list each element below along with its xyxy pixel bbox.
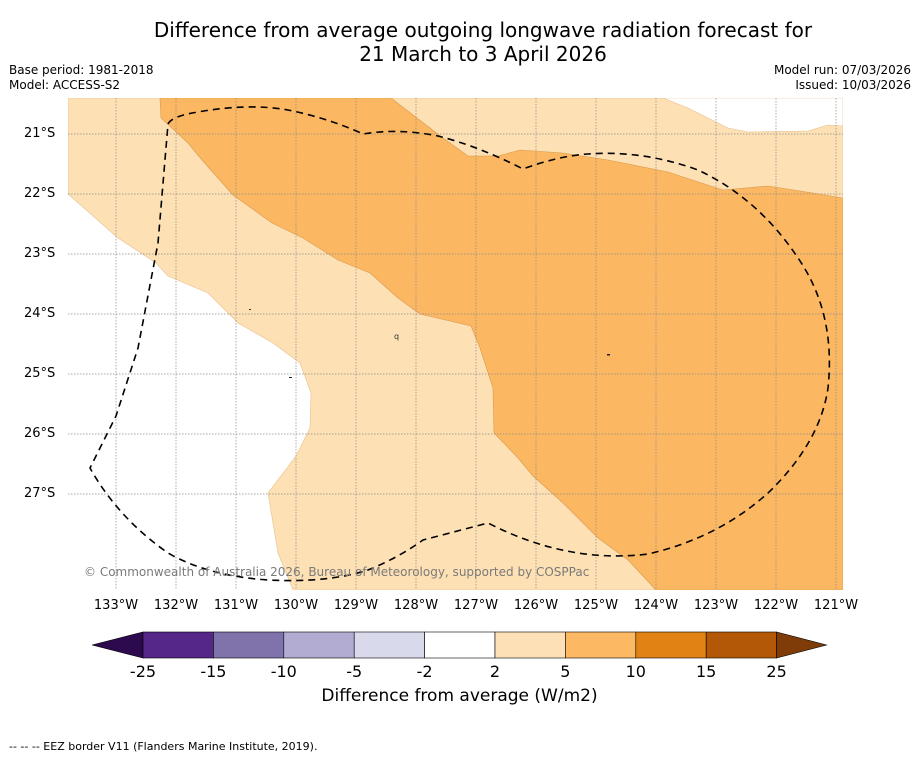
grid-lines xyxy=(68,98,843,590)
colorbar-extend-low xyxy=(91,631,144,659)
colorbar-segment xyxy=(424,631,496,659)
base-period: Base period: 1981-2018 xyxy=(9,63,154,77)
eez-border xyxy=(89,106,831,582)
colorbar-segment xyxy=(213,631,285,659)
map-title: Difference from average outgoing longwav… xyxy=(0,18,919,66)
lon-label: 131°W xyxy=(213,598,259,613)
colorbar-extend-high xyxy=(776,631,828,659)
eez-legend: -- -- -- EEZ border V11 (Flanders Marine… xyxy=(9,740,318,753)
island-marker xyxy=(607,354,610,356)
model-name: Model: ACCESS-S2 xyxy=(9,78,121,92)
lon-label: 133°W xyxy=(93,598,139,613)
map-svg: q xyxy=(68,98,843,590)
meta-right: Model run: 07/03/2026 Issued: 10/03/2026 xyxy=(774,63,911,93)
colorbar-segment xyxy=(142,631,214,659)
colorbar-tick-label: -25 xyxy=(129,662,157,681)
island-marker xyxy=(289,377,292,378)
island-marker: q xyxy=(394,332,399,341)
colorbar-tick-label: -15 xyxy=(200,662,227,681)
title-line-1: Difference from average outgoing longwav… xyxy=(153,18,813,42)
lon-label: 128°W xyxy=(393,598,439,613)
meta-left: Base period: 1981-2018 Model: ACCESS-S2 xyxy=(9,63,154,93)
colorbar-segment xyxy=(494,631,566,659)
colorbar-title: Difference from average (W/m2) xyxy=(321,686,598,706)
lon-label: 126°W xyxy=(513,598,559,613)
colorbar-tick-label: 15 xyxy=(696,662,717,681)
lat-label: 27°S xyxy=(24,486,56,501)
colorbar-segment xyxy=(565,631,637,659)
lon-label: 121°W xyxy=(813,598,859,613)
model-run: Model run: 07/03/2026 xyxy=(773,63,911,77)
lon-label: 129°W xyxy=(333,598,379,613)
colorbar xyxy=(90,631,830,665)
lat-label: 23°S xyxy=(24,246,56,261)
lat-label: 22°S xyxy=(24,186,56,201)
lon-label: 125°W xyxy=(573,598,619,613)
lon-label: 132°W xyxy=(153,598,199,613)
colorbar-tick-label: 10 xyxy=(625,662,646,681)
colorbar-segment xyxy=(705,631,777,659)
colorbar-tick-label: 25 xyxy=(766,662,787,681)
title-line-2: 21 March to 3 April 2026 xyxy=(359,42,607,66)
colorbar-tick-label: -10 xyxy=(270,662,297,681)
island-marker xyxy=(249,309,251,310)
anomaly-region-5-10 xyxy=(159,98,843,590)
colorbar-svg xyxy=(91,631,828,659)
colorbar-tick-label: -5 xyxy=(346,662,363,681)
lon-label: 130°W xyxy=(273,598,319,613)
issued-date: Issued: 10/03/2026 xyxy=(795,78,911,92)
lon-label: 124°W xyxy=(633,598,679,613)
colorbar-tick-label: 2 xyxy=(489,662,501,681)
map-area: q xyxy=(68,98,843,590)
lon-label: 123°W xyxy=(693,598,739,613)
lon-label: 127°W xyxy=(453,598,499,613)
colorbar-segment xyxy=(353,631,425,659)
colorbar-segment xyxy=(283,631,355,659)
colorbar-tick-label: -2 xyxy=(416,662,433,681)
lat-label: 25°S xyxy=(24,366,56,381)
lat-label: 21°S xyxy=(24,126,56,141)
anomaly-region-neutral-top xyxy=(662,98,843,133)
lat-label: 24°S xyxy=(24,306,56,321)
copyright-notice: © Commonwealth of Australia 2026, Bureau… xyxy=(84,565,590,579)
lat-label: 26°S xyxy=(24,426,56,441)
colorbar-tick-label: 5 xyxy=(560,662,571,681)
lon-label: 122°W xyxy=(753,598,799,613)
colorbar-segment xyxy=(635,631,707,659)
